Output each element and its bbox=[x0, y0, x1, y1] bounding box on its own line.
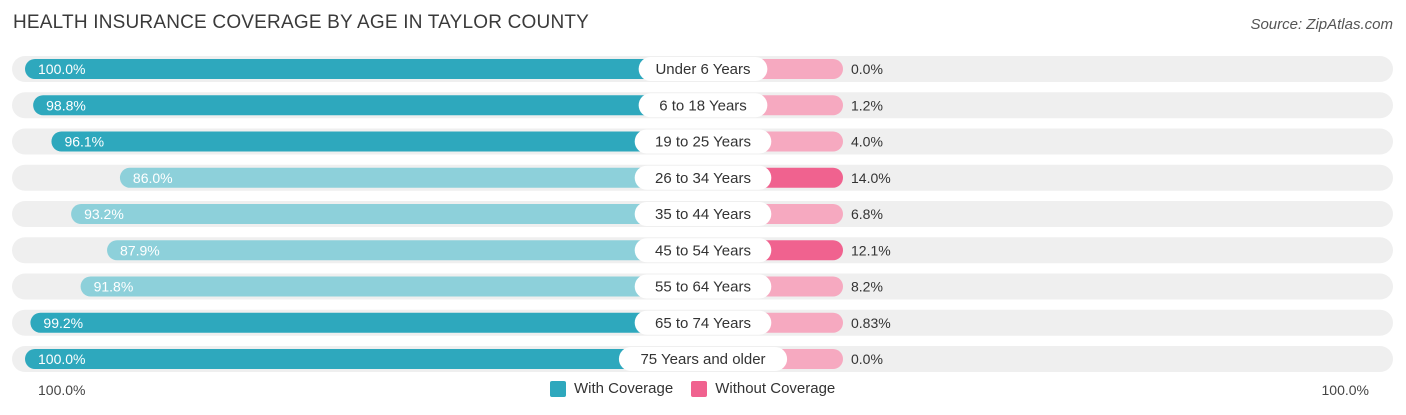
chart-source: Source: ZipAtlas.com bbox=[1250, 16, 1393, 33]
legend-item-with-coverage: With Coverage bbox=[550, 380, 673, 397]
category-label: 6 to 18 Years bbox=[659, 97, 747, 114]
bar-label-without-coverage: 14.0% bbox=[851, 170, 891, 186]
bar-with-coverage bbox=[33, 95, 704, 116]
bar-label-with-coverage: 99.2% bbox=[43, 315, 83, 331]
chart-canvas: 100.0% 0.0% Under 6 Years 98.8% 1.2% 6 to 18 … bbox=[12, 56, 1393, 372]
category-label: 26 to 34 Years bbox=[655, 170, 751, 187]
category-label: 65 to 74 Years bbox=[655, 315, 751, 332]
bar-with-coverage bbox=[30, 312, 703, 333]
bar-label-without-coverage: 8.2% bbox=[851, 279, 883, 295]
bar-with-coverage bbox=[25, 349, 703, 369]
category-pill bbox=[634, 238, 772, 263]
bar-label-with-coverage: 100.0% bbox=[38, 61, 85, 77]
category-pill bbox=[634, 129, 772, 154]
bar-label-with-coverage: 96.1% bbox=[64, 134, 104, 150]
category-label: 75 Years and older bbox=[640, 351, 765, 368]
bar-label-without-coverage: 12.1% bbox=[851, 242, 891, 258]
category-pill bbox=[618, 347, 788, 371]
bar-label-without-coverage: 1.2% bbox=[851, 97, 883, 113]
category-pill bbox=[638, 93, 768, 118]
category-label: 55 to 64 Years bbox=[655, 279, 751, 296]
category-pill bbox=[634, 310, 772, 335]
category-label: 45 to 54 Years bbox=[655, 242, 751, 259]
bar-with-coverage bbox=[71, 204, 703, 224]
axis-right-label: 100.0% bbox=[1321, 382, 1369, 398]
bar-label-without-coverage: 0.83% bbox=[851, 315, 891, 331]
legend-item-without-coverage: Without Coverage bbox=[691, 380, 835, 397]
bar-with-coverage bbox=[119, 167, 704, 188]
bar-with-coverage bbox=[51, 131, 703, 152]
legend: With Coverage Without Coverage bbox=[550, 380, 853, 397]
category-label: Under 6 Years bbox=[655, 61, 750, 78]
bar-label-with-coverage: 98.8% bbox=[46, 97, 86, 113]
bar-label-with-coverage: 100.0% bbox=[38, 351, 85, 367]
bar-with-coverage bbox=[107, 240, 703, 261]
bar-label-without-coverage: 0.0% bbox=[851, 351, 883, 367]
category-label: 35 to 44 Years bbox=[655, 206, 751, 223]
category-pill bbox=[638, 57, 768, 81]
bar-with-coverage bbox=[80, 276, 703, 297]
bar-label-without-coverage: 6.8% bbox=[851, 206, 883, 222]
category-pill bbox=[634, 274, 772, 299]
bar-with-coverage bbox=[25, 59, 703, 79]
legend-label-without-coverage: Without Coverage bbox=[715, 380, 836, 397]
legend-swatch-without-coverage bbox=[691, 380, 708, 397]
category-pill bbox=[634, 202, 772, 226]
axis-left-label: 100.0% bbox=[38, 382, 86, 398]
legend-label-with-coverage: With Coverage bbox=[574, 380, 674, 397]
category-label: 19 to 25 Years bbox=[655, 134, 751, 151]
category-pill bbox=[634, 165, 772, 190]
bar-label-without-coverage: 0.0% bbox=[851, 61, 883, 77]
bar-label-without-coverage: 4.0% bbox=[851, 134, 883, 150]
chart-title: HEALTH INSURANCE COVERAGE BY AGE IN TAYL… bbox=[13, 12, 590, 33]
bar-label-with-coverage: 87.9% bbox=[120, 242, 160, 258]
bar-label-with-coverage: 91.8% bbox=[94, 279, 134, 295]
legend-swatch-with-coverage bbox=[550, 380, 566, 397]
bar-label-with-coverage: 93.2% bbox=[84, 206, 124, 222]
bar-label-with-coverage: 86.0% bbox=[133, 170, 173, 186]
